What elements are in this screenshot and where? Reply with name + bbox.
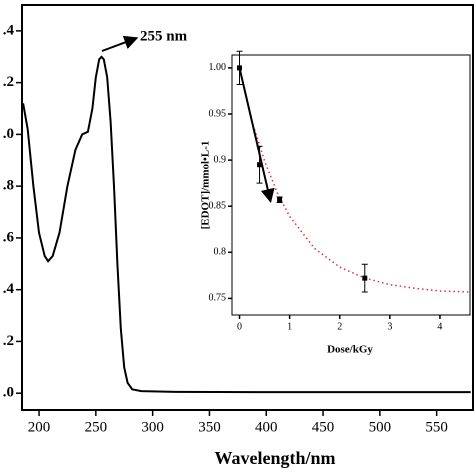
y-tick-label: 0.8 — [214, 247, 227, 258]
inset-frame — [231, 54, 471, 316]
annotation-arrow — [101, 35, 139, 52]
x-tick-label: 3 — [387, 321, 392, 332]
line — [22, 55, 471, 394]
x-tick-label: 400 — [255, 419, 278, 435]
plot-frame — [21, 4, 474, 411]
y-tick-label: .2 — [3, 74, 14, 90]
x-tick-label: 200 — [28, 419, 51, 435]
x-tick-label: 0 — [237, 321, 242, 332]
y-tick-label: .0 — [3, 385, 14, 401]
y-tick-label: .8 — [3, 178, 14, 194]
x-tick-label: 250 — [85, 419, 108, 435]
annotation: 255 nm — [140, 28, 188, 44]
point — [362, 275, 368, 281]
arrow-line — [238, 67, 275, 203]
y-tick-label: .0 — [3, 126, 14, 142]
point — [237, 65, 243, 71]
y-tick-label: 0.9 — [214, 154, 227, 165]
y-tick-label: .4 — [3, 281, 15, 297]
x-tick-label: 350 — [198, 419, 221, 435]
inset-y-axis-label: [EDOT]/mmol•L-1 — [200, 141, 212, 230]
inset-x-axis-label: Dose/kGy — [327, 344, 373, 356]
y-tick-label: 0.75 — [209, 293, 227, 304]
x-tick-label: 500 — [369, 419, 392, 435]
x-tick-label: 550 — [425, 419, 448, 435]
x-tick-label: 1 — [287, 321, 292, 332]
y-tick-label: .2 — [3, 333, 14, 349]
y-tick-label: 1.00 — [209, 62, 227, 73]
y-tick-label: 0.95 — [209, 108, 227, 119]
x-tick-label: 450 — [312, 419, 335, 435]
x-tick-label: 4 — [437, 321, 442, 332]
point — [277, 197, 283, 203]
point — [257, 162, 263, 168]
x-tick-label: 300 — [141, 419, 164, 435]
y-tick-label: .4 — [3, 22, 15, 38]
y-tick-label: 0.85 — [209, 201, 227, 212]
x-tick-label: 2 — [337, 321, 342, 332]
y-tick-label: .6 — [3, 229, 15, 245]
x-axis-label: Wavelength/nm — [214, 448, 335, 468]
